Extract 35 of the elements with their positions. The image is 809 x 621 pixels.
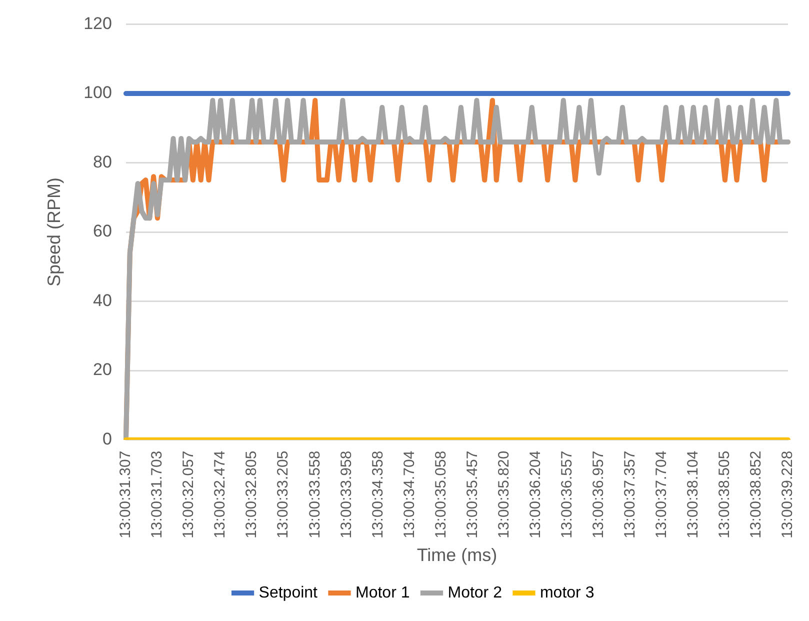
x-tick-label: 13:00:38.505 bbox=[716, 450, 734, 538]
x-axis-title: Time (ms) bbox=[416, 545, 498, 566]
legend-label: Motor 2 bbox=[448, 584, 502, 602]
y-tick-label: 0 bbox=[102, 430, 112, 449]
x-tick-label: 13:00:37.357 bbox=[622, 450, 639, 538]
x-tick-label: 13:00:36.957 bbox=[590, 450, 607, 538]
y-tick-label: 120 bbox=[84, 14, 112, 33]
x-tick-label: 13:00:38.852 bbox=[748, 450, 765, 538]
y-tick-label: 40 bbox=[93, 290, 112, 310]
x-tick-label: 13:00:31.307 bbox=[117, 450, 134, 538]
x-tick-label: 13:00:34.358 bbox=[369, 450, 386, 538]
x-tick-label: 13:00:37.704 bbox=[653, 450, 670, 538]
y-tick-label: 20 bbox=[93, 360, 112, 380]
legend-label: Setpoint bbox=[258, 584, 318, 602]
y-axis-title: Speed (RPM) bbox=[44, 177, 64, 287]
x-tick-label: 13:00:33.205 bbox=[274, 450, 292, 538]
x-tick-label: 13:00:36.557 bbox=[558, 450, 576, 538]
y-tick-label: 80 bbox=[93, 152, 112, 172]
x-tick-label: 13:00:35.058 bbox=[432, 450, 450, 538]
legend-label: Motor 1 bbox=[355, 584, 410, 602]
x-tick-label: 13:00:32.805 bbox=[243, 450, 260, 538]
x-tick-label: 13:00:35.820 bbox=[495, 450, 512, 538]
x-tick-label: 13:00:32.474 bbox=[212, 450, 229, 538]
x-tick-label: 13:00:38.104 bbox=[684, 450, 702, 538]
x-tick-label: 13:00:33.558 bbox=[306, 450, 324, 538]
x-tick-label: 13:00:39.228 bbox=[779, 450, 796, 538]
x-tick-label: 13:00:34.704 bbox=[400, 450, 418, 538]
x-tick-label: 13:00:32.057 bbox=[180, 450, 198, 538]
y-tick-label: 60 bbox=[93, 222, 112, 241]
x-tick-label: 13:00:35.457 bbox=[464, 450, 481, 538]
x-tick-label: 13:00:36.204 bbox=[526, 450, 544, 538]
x-tick-label: 13:00:31.703 bbox=[148, 450, 166, 538]
y-tick-label: 100 bbox=[84, 83, 112, 102]
x-tick-label: 13:00:33.958 bbox=[338, 450, 355, 538]
legend-label: motor 3 bbox=[540, 584, 594, 602]
